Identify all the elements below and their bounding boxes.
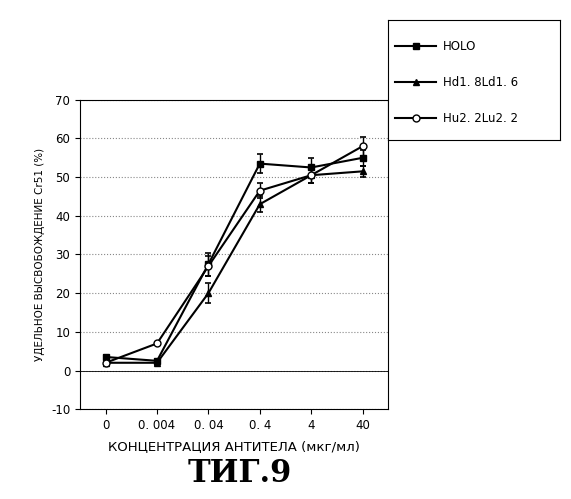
Text: HOLO: HOLO bbox=[443, 40, 476, 53]
Text: Hd1. 8Ld1. 6: Hd1. 8Ld1. 6 bbox=[443, 76, 518, 89]
X-axis label: КОНЦЕНТРАЦИЯ АНТИТЕЛА (мкг/мл): КОНЦЕНТРАЦИЯ АНТИТЕЛА (мкг/мл) bbox=[108, 440, 360, 453]
Text: Hu2. 2Lu2. 2: Hu2. 2Lu2. 2 bbox=[443, 112, 518, 125]
Y-axis label: УДЕЛЬНОЕ ВЫСВОБОЖДЕНИЕ Cr51 (%): УДЕЛЬНОЕ ВЫСВОБОЖДЕНИЕ Cr51 (%) bbox=[35, 148, 46, 361]
Text: ΤИГ.9: ΤИГ.9 bbox=[188, 458, 292, 489]
